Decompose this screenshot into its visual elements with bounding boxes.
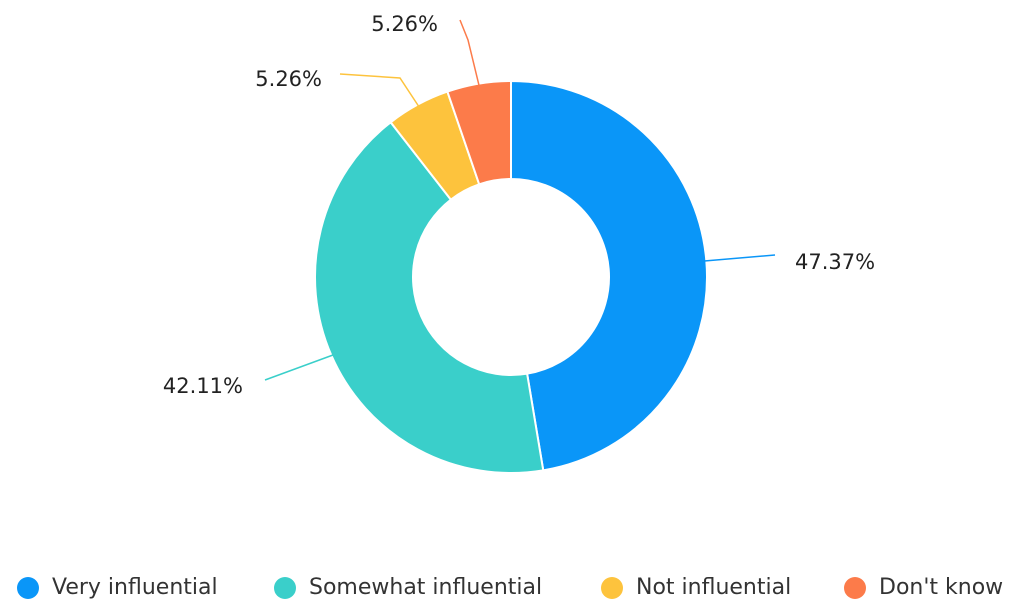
leader-line: [264, 354, 334, 381]
legend-label: Not influential: [636, 575, 791, 600]
data-label: 5.26%: [255, 67, 322, 91]
donut-slice: [446, 79, 512, 186]
legend-label: Don't know: [879, 575, 1003, 600]
donut-slice: [314, 120, 545, 474]
data-label: 47.37%: [795, 250, 875, 274]
legend-marker: [844, 577, 866, 599]
donut-slice: [510, 79, 708, 472]
leader-line: [459, 19, 480, 86]
legend-marker: [274, 577, 296, 599]
legend-marker: [17, 577, 39, 599]
legend-marker: [601, 577, 623, 599]
legend-label: Very influential: [52, 575, 218, 600]
legend-label: Somewhat influential: [309, 575, 542, 600]
leader-line: [339, 73, 420, 107]
data-label: 42.11%: [163, 374, 243, 398]
leader-line: [704, 254, 776, 262]
data-label: 5.26%: [371, 12, 438, 36]
